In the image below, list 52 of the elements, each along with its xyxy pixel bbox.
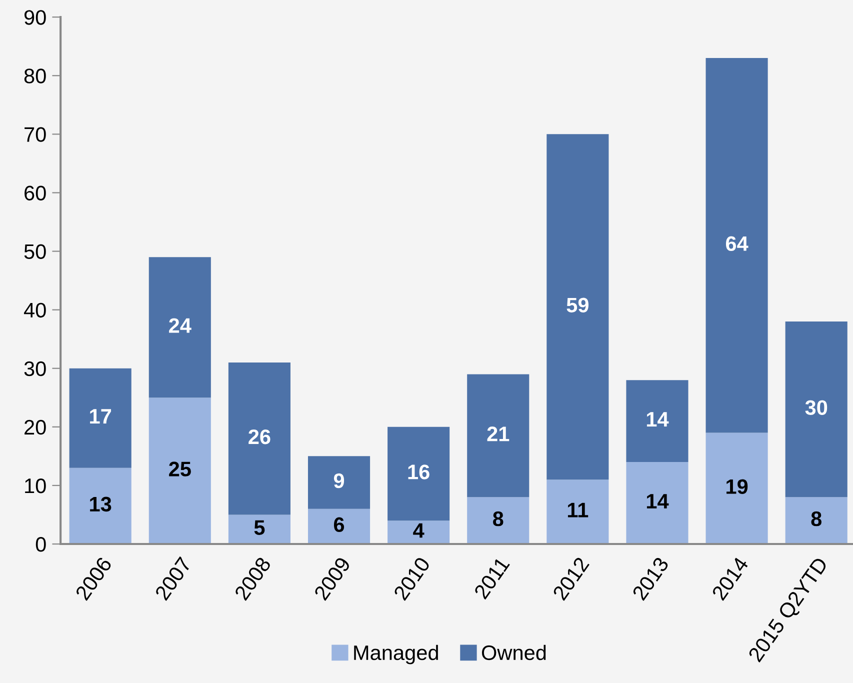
data-label: 4 xyxy=(413,523,424,538)
bar xyxy=(308,508,370,544)
y-tick-label: 30 xyxy=(24,361,46,376)
data-label: 16 xyxy=(408,464,430,480)
bar xyxy=(626,462,688,544)
bar xyxy=(308,456,370,509)
data-label: 59 xyxy=(566,298,588,312)
bar xyxy=(626,380,688,462)
y-tick-label: 50 xyxy=(24,244,46,260)
bar xyxy=(228,514,290,544)
data-label: 8 xyxy=(492,511,504,526)
bar xyxy=(467,374,530,498)
y-tick-label: 60 xyxy=(24,186,46,200)
legend-label: Managed xyxy=(354,644,438,664)
data-label: 21 xyxy=(487,426,510,442)
y-tick-label: 20 xyxy=(24,420,46,435)
y-tick-label: 40 xyxy=(24,302,46,318)
bar xyxy=(546,480,609,544)
bar xyxy=(706,432,768,544)
data-label: 30 xyxy=(805,400,828,415)
y-tick-label: 80 xyxy=(24,68,46,84)
y-tick-label: 90 xyxy=(24,10,46,25)
bar xyxy=(388,426,450,521)
bar xyxy=(467,497,530,544)
data-label: 14 xyxy=(646,412,669,426)
bar xyxy=(785,497,848,544)
y-tick-label: 70 xyxy=(24,127,46,142)
legend-label: Owned xyxy=(482,644,546,660)
y-tick-label: 10 xyxy=(25,478,46,494)
bar xyxy=(69,368,132,468)
data-label: 11 xyxy=(568,502,588,518)
data-label: 5 xyxy=(254,520,265,535)
bar xyxy=(706,58,768,433)
y-tick-label: 0 xyxy=(36,537,46,552)
data-label: 24 xyxy=(169,318,192,333)
data-label: 6 xyxy=(334,517,344,532)
data-label: 17 xyxy=(90,409,112,424)
data-label: 8 xyxy=(811,511,822,526)
bar xyxy=(785,322,848,498)
data-label: 64 xyxy=(726,236,748,252)
bar xyxy=(546,134,609,480)
data-label: 9 xyxy=(334,473,344,488)
bar xyxy=(388,520,450,544)
data-label: 19 xyxy=(726,479,748,494)
bar xyxy=(69,468,132,544)
bar xyxy=(148,257,211,398)
data-label: 14 xyxy=(646,494,669,508)
data-label: 25 xyxy=(169,462,191,476)
bar xyxy=(148,398,211,544)
data-label: 13 xyxy=(90,496,112,512)
data-label: 26 xyxy=(248,429,270,444)
bar xyxy=(228,362,290,515)
